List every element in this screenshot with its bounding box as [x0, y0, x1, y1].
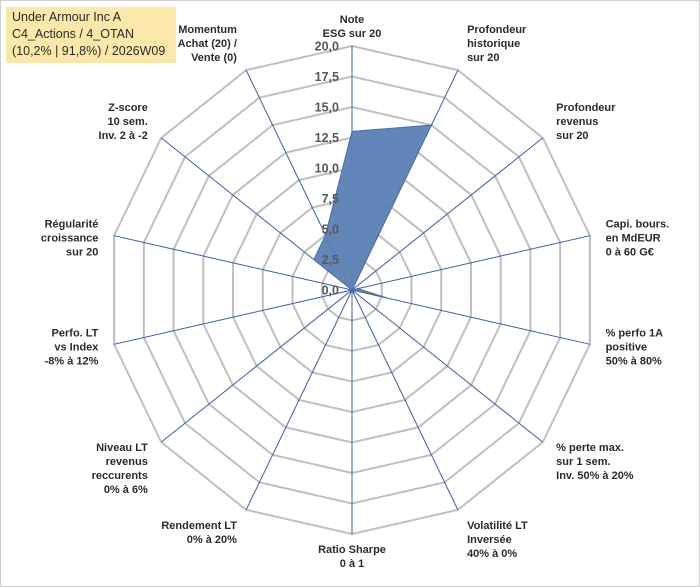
axis-label-line: Achat (20) /	[178, 38, 237, 50]
tick-label: 0,0	[322, 284, 339, 298]
axis-label-line: sur 1 sem.	[556, 456, 610, 468]
axis-label-line: 0% à 20%	[187, 534, 237, 546]
axis-label-line: historique	[467, 38, 520, 50]
data-point	[351, 130, 353, 132]
axis-label: Profondeur historique sur 20	[467, 24, 527, 64]
axis-label: Perfo. LT vs Index -8% à 12%	[45, 327, 100, 367]
tick-label: 12,5	[315, 131, 339, 145]
axis-label: Momentum Achat (20) / Vente (0)	[178, 24, 238, 64]
axis-label-line: 0 à 1	[340, 558, 364, 570]
axis-label-line: Inv. 2 à -2	[99, 130, 148, 142]
tick-label: 2,5	[322, 253, 339, 267]
axis-label-line: Note	[340, 14, 364, 26]
axis-label-line: Perfo. LT	[52, 327, 99, 339]
chart-title-box: Under Armour Inc A C4_Actions / 4_OTAN (…	[6, 7, 176, 63]
axis-label-line: 0 à 60 G€	[606, 247, 654, 259]
axis-label: Volatilité LT Inversée 40% à 0%	[467, 520, 528, 560]
axis-label-line: Vente (0)	[191, 52, 237, 64]
axis-label-line: sur 20	[556, 130, 588, 142]
data-point	[357, 288, 359, 290]
data-point	[387, 297, 389, 299]
axis-label-line: Inv. 50% à 20%	[556, 470, 634, 482]
axis-label: Ratio Sharpe 0 à 1	[318, 544, 386, 570]
axis-label: Niveau LT revenus reccurents 0% à 6%	[92, 442, 149, 496]
axis-label-line: 40% à 0%	[467, 548, 517, 560]
axis-label: % perfo 1A positive 50% à 80%	[606, 327, 664, 367]
axis-spoke	[351, 235, 590, 291]
axis-spoke	[114, 289, 353, 345]
axis-spoke	[351, 289, 544, 443]
axis-label-line: ESG sur 20	[323, 28, 382, 40]
axis-label-line: Momentum	[178, 24, 237, 36]
axis-label-line: Profondeur	[556, 102, 616, 114]
axis-label-line: reccurents	[92, 470, 148, 482]
tick-label: 5,0	[322, 223, 339, 237]
axis-label-line: Régularité	[45, 219, 99, 231]
axis-label-line: sur 20	[467, 52, 499, 64]
title-line-1: Under Armour Inc A	[12, 10, 122, 24]
axis-spoke	[351, 289, 459, 511]
axis-label: Z-score 10 sem. Inv. 2 à -2	[99, 102, 148, 142]
data-point	[313, 259, 315, 261]
axis-label-line: Rendement LT	[161, 520, 237, 532]
axis-spoke	[351, 289, 590, 345]
title-line-2: C4_Actions / 4_OTAN	[12, 27, 135, 41]
axis-spoke	[245, 289, 353, 511]
series-layer	[251, 124, 433, 371]
axis-label-line: Volatilité LT	[467, 520, 528, 532]
axis-label-line: positive	[606, 341, 648, 353]
axis-label: Note ESG sur 20	[323, 14, 382, 40]
axis-label-line: % perfo 1A	[606, 327, 664, 339]
data-point	[325, 234, 327, 236]
axis-label: % perte max. sur 1 sem. Inv. 50% à 20%	[556, 442, 634, 482]
axis-label-line: Capi. bours.	[606, 219, 670, 231]
label-layer: Note ESG sur 20 Profondeur historique sur 20…	[41, 14, 669, 570]
axis-label-line: 0% à 6%	[104, 484, 148, 496]
axis-label-line: % perte max.	[556, 442, 624, 454]
axis-label-line: croissance	[41, 233, 98, 245]
data-point	[351, 289, 353, 291]
data-point	[430, 124, 432, 126]
axis-label-line: revenus	[556, 116, 598, 128]
title-line-3: (10,2% | 91,8%) / 2026W09	[12, 44, 166, 58]
tick-label: 20,0	[315, 40, 339, 54]
tick-label: 17,5	[315, 70, 339, 84]
axis-label-line: Niveau LT	[96, 442, 148, 454]
axis-label: Profondeur revenus sur 20	[556, 102, 616, 142]
axis-spoke	[114, 235, 353, 291]
axis-spoke	[351, 137, 544, 291]
tick-label: 10,0	[315, 162, 339, 176]
axis-label-line: Profondeur	[467, 24, 527, 36]
axis-label: Capi. bours. en MdEUR 0 à 60 G€	[606, 219, 670, 259]
axis-label-line: Z-score	[108, 102, 148, 114]
axis-label-line: 10 sem.	[107, 116, 147, 128]
axis-label-line: -8% à 12%	[45, 355, 99, 367]
data-point	[251, 369, 253, 371]
axis-label: Régularité croissance sur 20	[41, 219, 98, 259]
axis-label-line: sur 20	[66, 247, 98, 259]
axis-label-line: vs Index	[54, 341, 99, 353]
tick-layer: 0,0 2,5 5,0 7,5 10,0 12,5 15,0 17,5 20,0	[315, 40, 339, 298]
axis-label-line: 50% à 80%	[606, 355, 662, 367]
axis-label-line: revenus	[106, 456, 148, 468]
axis-label-line: Inversée	[467, 534, 512, 546]
axis-label-line: en MdEUR	[606, 233, 661, 245]
axis-label: Rendement LT 0% à 20%	[161, 520, 237, 546]
tick-label: 15,0	[315, 101, 339, 115]
series-area	[251, 124, 433, 371]
axis-label-line: Ratio Sharpe	[318, 544, 386, 556]
tick-label: 7,5	[322, 192, 339, 206]
